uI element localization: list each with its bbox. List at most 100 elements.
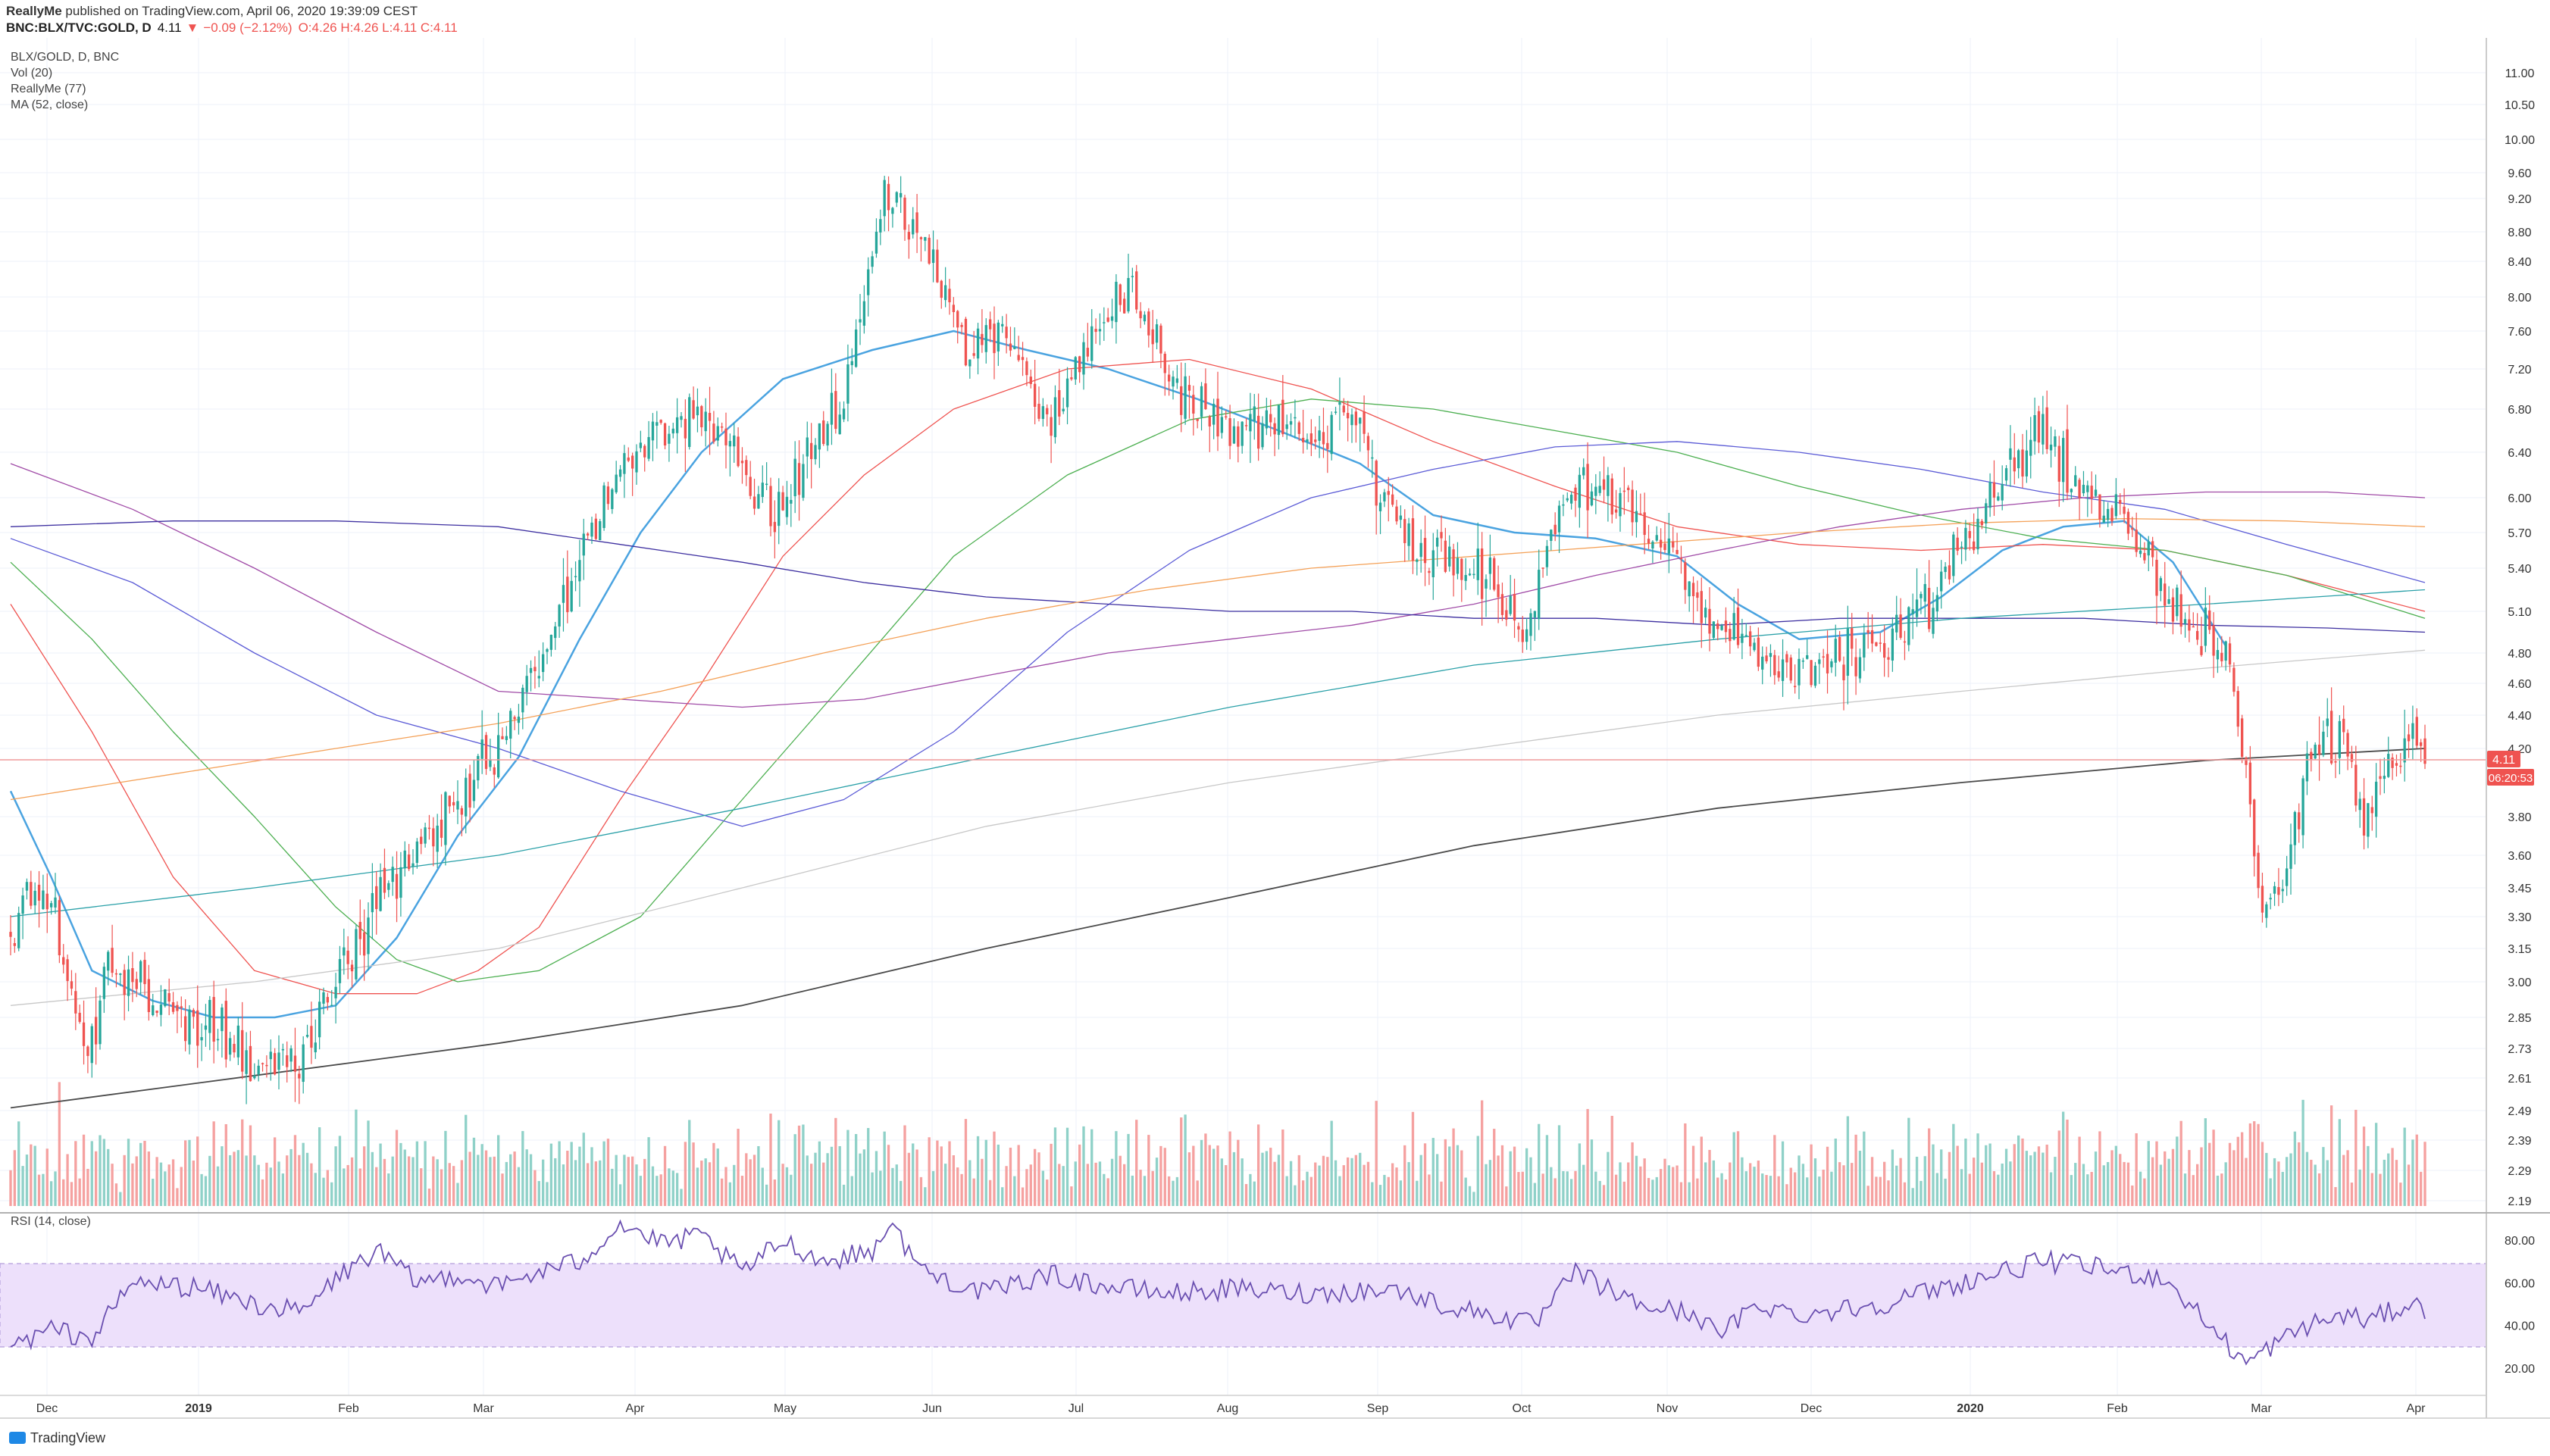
candle-body — [1122, 298, 1126, 314]
legend-symbol[interactable]: BLX/GOLD, D, BNC — [11, 51, 119, 64]
candle-body — [2248, 762, 2252, 805]
volume-bar — [1830, 1171, 1833, 1206]
volume-bar — [1569, 1179, 1573, 1206]
volume-bar — [2277, 1161, 2280, 1206]
legend-ma52[interactable]: MA (52, close) — [11, 98, 88, 111]
candle-body — [1354, 411, 1358, 426]
volume-bar — [367, 1120, 370, 1206]
candle-body — [936, 249, 939, 283]
candle-body — [2139, 550, 2142, 555]
candle-body — [403, 850, 406, 869]
volume-bar — [541, 1159, 545, 1206]
volume-bar — [1846, 1116, 1850, 1206]
candle-body — [903, 197, 906, 230]
ma-line — [10, 748, 2426, 1109]
candle-body — [834, 391, 837, 430]
volume-bar — [66, 1154, 69, 1206]
candle-body — [1485, 579, 1488, 589]
price-tick-label: 3.60 — [2508, 850, 2531, 863]
volume-bar — [1505, 1186, 1508, 1206]
volume-bar — [403, 1149, 406, 1206]
candle-body — [1882, 642, 1886, 658]
volume-bar — [1769, 1176, 1772, 1206]
volume-bar — [1655, 1176, 1658, 1206]
candle-body — [1838, 636, 1841, 661]
volume-bar — [903, 1125, 906, 1206]
candle-body — [1493, 558, 1496, 590]
volume-bar — [1265, 1151, 1269, 1206]
legend-volume[interactable]: Vol (20) — [11, 67, 52, 80]
candle-body — [314, 1042, 317, 1053]
volume-bar — [2176, 1136, 2179, 1206]
volume-bar — [2326, 1160, 2329, 1206]
volume-bar — [2248, 1123, 2252, 1206]
volume-bar — [1976, 1133, 1979, 1206]
candle-body — [1826, 654, 1829, 673]
volume-bar — [566, 1150, 569, 1206]
legend-reallyme[interactable]: ReallyMe (77) — [11, 83, 86, 95]
volume-bar — [602, 1141, 605, 1206]
candle-body — [2399, 765, 2402, 767]
time-tick-label: Apr — [626, 1402, 646, 1415]
candle-body — [1119, 284, 1122, 305]
rsi-legend[interactable]: RSI (14, close) — [11, 1215, 91, 1228]
candle-body — [2195, 630, 2199, 640]
volume-bar — [618, 1184, 622, 1206]
candle-body — [2354, 764, 2358, 806]
volume-bar — [1801, 1164, 1805, 1206]
candle-body — [2164, 583, 2167, 606]
candle-body — [2094, 489, 2098, 496]
candle-body — [546, 648, 549, 652]
candle-body — [566, 576, 569, 613]
candle-body — [1208, 416, 1211, 426]
candle-body — [424, 827, 427, 844]
candle-body — [554, 626, 557, 639]
candle-body — [931, 249, 935, 264]
volume-bar — [802, 1124, 805, 1206]
volume-bar — [1915, 1156, 1919, 1206]
volume-bar — [993, 1131, 996, 1206]
candle-body — [86, 1046, 89, 1056]
volume-bar — [2066, 1119, 2069, 1206]
volume-bar — [1509, 1151, 1512, 1206]
volume-bar — [2110, 1150, 2114, 1206]
volume-bar — [2293, 1131, 2297, 1206]
candle-body — [1139, 311, 1142, 319]
price-tick-label: 8.00 — [2508, 292, 2531, 305]
volume-bar — [2245, 1158, 2248, 1206]
volume-bar — [1920, 1180, 1923, 1206]
volume-bar — [70, 1182, 74, 1206]
candle-body — [2049, 444, 2053, 451]
volume-bar — [1684, 1123, 1687, 1206]
candle-body — [1021, 357, 1025, 361]
volume-bar — [1021, 1187, 1025, 1206]
volume-bar — [391, 1156, 394, 1206]
candle-body — [1643, 512, 1646, 536]
candle-body — [582, 533, 585, 556]
volume-bar — [484, 1150, 488, 1206]
candle-body — [517, 716, 521, 723]
candle-body — [773, 521, 777, 533]
tradingview-logo[interactable]: TradingView — [9, 1430, 106, 1445]
volume-bar — [720, 1178, 724, 1206]
candle-body — [2415, 717, 2418, 746]
volume-bar — [200, 1173, 203, 1206]
volume-bar — [25, 1154, 29, 1206]
volume-bar — [2033, 1151, 2036, 1206]
candle-body — [1590, 491, 1594, 506]
price-tick-label: 7.60 — [2508, 326, 2531, 339]
volume-bar — [2395, 1160, 2398, 1206]
volume-bar — [1923, 1156, 1926, 1206]
candle-body — [298, 1073, 301, 1079]
candle-body — [1163, 353, 1166, 373]
volume-bar — [790, 1174, 793, 1206]
volume-bar — [2013, 1144, 2016, 1206]
volume-bar — [399, 1142, 402, 1206]
candle-body — [383, 867, 386, 893]
author-name[interactable]: ReallyMe — [6, 4, 62, 18]
countdown-box — [2487, 769, 2534, 786]
volume-bar — [159, 1162, 163, 1206]
candle-body — [17, 913, 20, 948]
candle-body — [1659, 539, 1663, 548]
